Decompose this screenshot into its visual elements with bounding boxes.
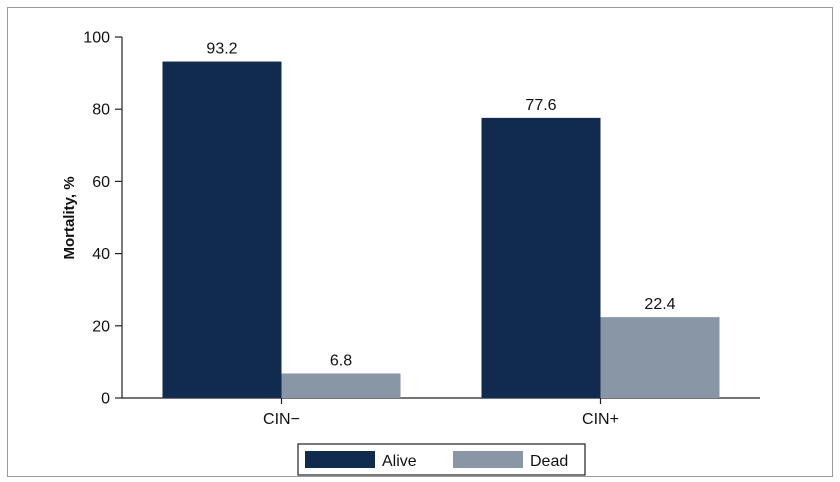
x-axis: CIN− CIN+ <box>122 397 760 428</box>
data-labels: 93.2 6.8 77.6 22.4 <box>206 41 675 370</box>
y-tick-label: 100 <box>83 30 110 47</box>
data-label: 93.2 <box>206 41 237 58</box>
y-tick-label: 60 <box>92 174 110 191</box>
x-tick-label: CIN+ <box>582 411 619 428</box>
y-tick-label: 80 <box>92 102 110 119</box>
data-label: 22.4 <box>644 296 675 313</box>
y-tick-label: 20 <box>92 318 110 335</box>
legend-swatch-alive <box>305 451 375 468</box>
data-label: 6.8 <box>330 352 352 369</box>
bar-dead <box>281 373 401 398</box>
y-tick-label: 0 <box>101 391 110 408</box>
y-tick-label: 40 <box>92 246 110 263</box>
bar-alive <box>481 117 601 398</box>
data-label: 77.6 <box>525 97 556 114</box>
bar-dead <box>600 317 720 398</box>
bar-alive <box>162 61 282 398</box>
y-axis-title: Mortality, % <box>61 176 78 259</box>
bars <box>162 61 720 398</box>
legend-swatch-dead <box>453 451 523 468</box>
legend: Alive Dead <box>297 443 586 476</box>
x-tick-label: CIN− <box>263 411 300 428</box>
legend-label-dead: Dead <box>530 453 568 470</box>
y-axis: 0 20 40 60 80 100 <box>83 30 123 408</box>
chart-frame <box>7 7 833 477</box>
legend-label-alive: Alive <box>382 453 417 470</box>
